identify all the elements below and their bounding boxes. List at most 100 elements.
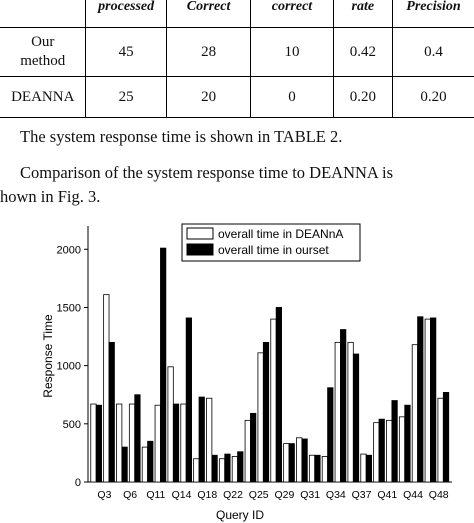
bar-ourset [198,396,205,483]
bar-ourset [288,443,295,483]
bar-ourset [121,446,128,483]
x-tick-label: Q18 [197,489,217,501]
bar-deanna [206,397,213,483]
bar-deanna [244,419,251,483]
table-header-row: processed Correct correct rate Precision [0,0,474,28]
bar-ourset [134,394,141,483]
x-tick-label: Q37 [352,489,372,501]
x-tick-label: Q34 [326,489,346,501]
bar-ourset [160,247,167,483]
bar-deanna [141,446,148,483]
table-cell: 0.4 [391,27,474,77]
y-tick-label: 0 [75,477,81,489]
bar-deanna [386,419,393,483]
bar-ourset [185,317,192,483]
bar-deanna [257,352,264,483]
bar-deanna [437,397,444,483]
results-grid: processed Correct correct rate Precision… [0,0,474,118]
bars [90,247,450,483]
bar-deanna [373,422,380,483]
table-cell: 28 [165,27,252,77]
x-tick-label: Q44 [403,489,423,501]
bar-ourset [314,454,321,483]
table-cell: DEANNA [0,76,87,118]
table-cell: 0.20 [391,76,474,118]
x-tick-label: Q11 [146,489,165,501]
bar-ourset [365,454,372,483]
bar-deanna [116,403,123,483]
bar-ourset [442,391,450,483]
body-paragraph: Comparison of the system response time t… [20,163,394,182]
bar-deanna [167,366,174,483]
bar-ourset [391,400,398,483]
x-tick-label: Q22 [223,489,243,501]
x-axis-ticks: Q3 Q6 Q11 Q14 Q18 Q22 Q25 Q29 Q31 Q34 Q37 Q41 Q44 Q48 [97,489,448,501]
results-table: processed Correct correct rate Precision… [0,0,474,118]
x-tick-label: Q29 [274,489,294,501]
bar-deanna [231,455,238,483]
bar-ourset [340,329,347,483]
table-cell: 0.42 [332,27,393,77]
bar-deanna [360,453,367,483]
bar-ourset [327,387,334,483]
bar-deanna [90,403,97,483]
table-cell: 0.20 [332,76,393,118]
table-header-cell: processed [85,0,167,28]
bar-ourset [404,404,411,483]
table-row: Our method 45 28 10 0.42 0.4 [0,27,474,77]
bar-ourset [108,341,115,483]
bar-ourset [262,341,270,483]
bar-deanna [308,454,316,483]
bar-deanna [321,455,329,483]
bar-deanna [347,341,354,483]
bar-deanna [424,318,431,483]
legend-swatch-ourset [186,243,214,256]
bar-deanna [283,443,290,483]
x-tick-label: Q6 [123,489,137,501]
legend-swatch-deanna [186,227,214,240]
table-header-cell: Precision [391,0,474,28]
body-paragraph-continued: hown in Fig. 3. [0,187,101,206]
y-axis-label: Response Time [41,314,55,398]
legend-label-ourset: overall time in ourset [218,243,329,257]
bar-deanna [103,294,110,483]
table-cell: 10 [250,27,334,77]
y-axis-ticks: 0 500 1000 1500 2000 [57,244,88,489]
bar-ourset [95,404,102,483]
bar-deanna [411,344,419,483]
bar-deanna [296,437,303,483]
bar-ourset [224,453,231,483]
bar-deanna [398,416,406,483]
bar-ourset [430,317,437,483]
table-cell: 25 [85,76,167,118]
chart-legend: overall time in DEANnA overall time in o… [181,223,361,262]
bar-deanna [270,318,277,483]
y-tick-label: 500 [63,419,81,431]
bar-ourset [378,418,385,483]
table-cell: Our method [0,27,87,77]
bar-deanna [180,403,187,483]
bar-deanna [193,458,200,483]
bar-ourset [301,438,308,483]
table-cell: 0 [250,76,334,118]
bar-deanna [128,403,136,483]
bar-ourset [352,353,360,483]
table-header-cell: Correct [165,0,252,28]
y-tick-label: 1500 [57,302,81,314]
table-header-cell: correct [250,0,334,28]
x-tick-label: Q41 [377,489,397,501]
table-row: DEANNA 25 20 0 0.20 0.20 [0,76,474,118]
x-tick-label: Q31 [300,489,320,501]
x-tick-label: Q25 [249,489,269,501]
bar-ourset [250,412,257,483]
bar-deanna [218,458,226,483]
y-tick-label: 1000 [57,361,81,373]
bar-deanna [154,404,161,483]
bar-ourset [275,307,282,483]
bar-ourset [237,451,244,483]
x-axis-label: Query ID [216,508,264,522]
x-tick-label: Q14 [172,489,192,501]
bar-ourset [147,440,154,483]
bar-ourset [172,403,180,483]
